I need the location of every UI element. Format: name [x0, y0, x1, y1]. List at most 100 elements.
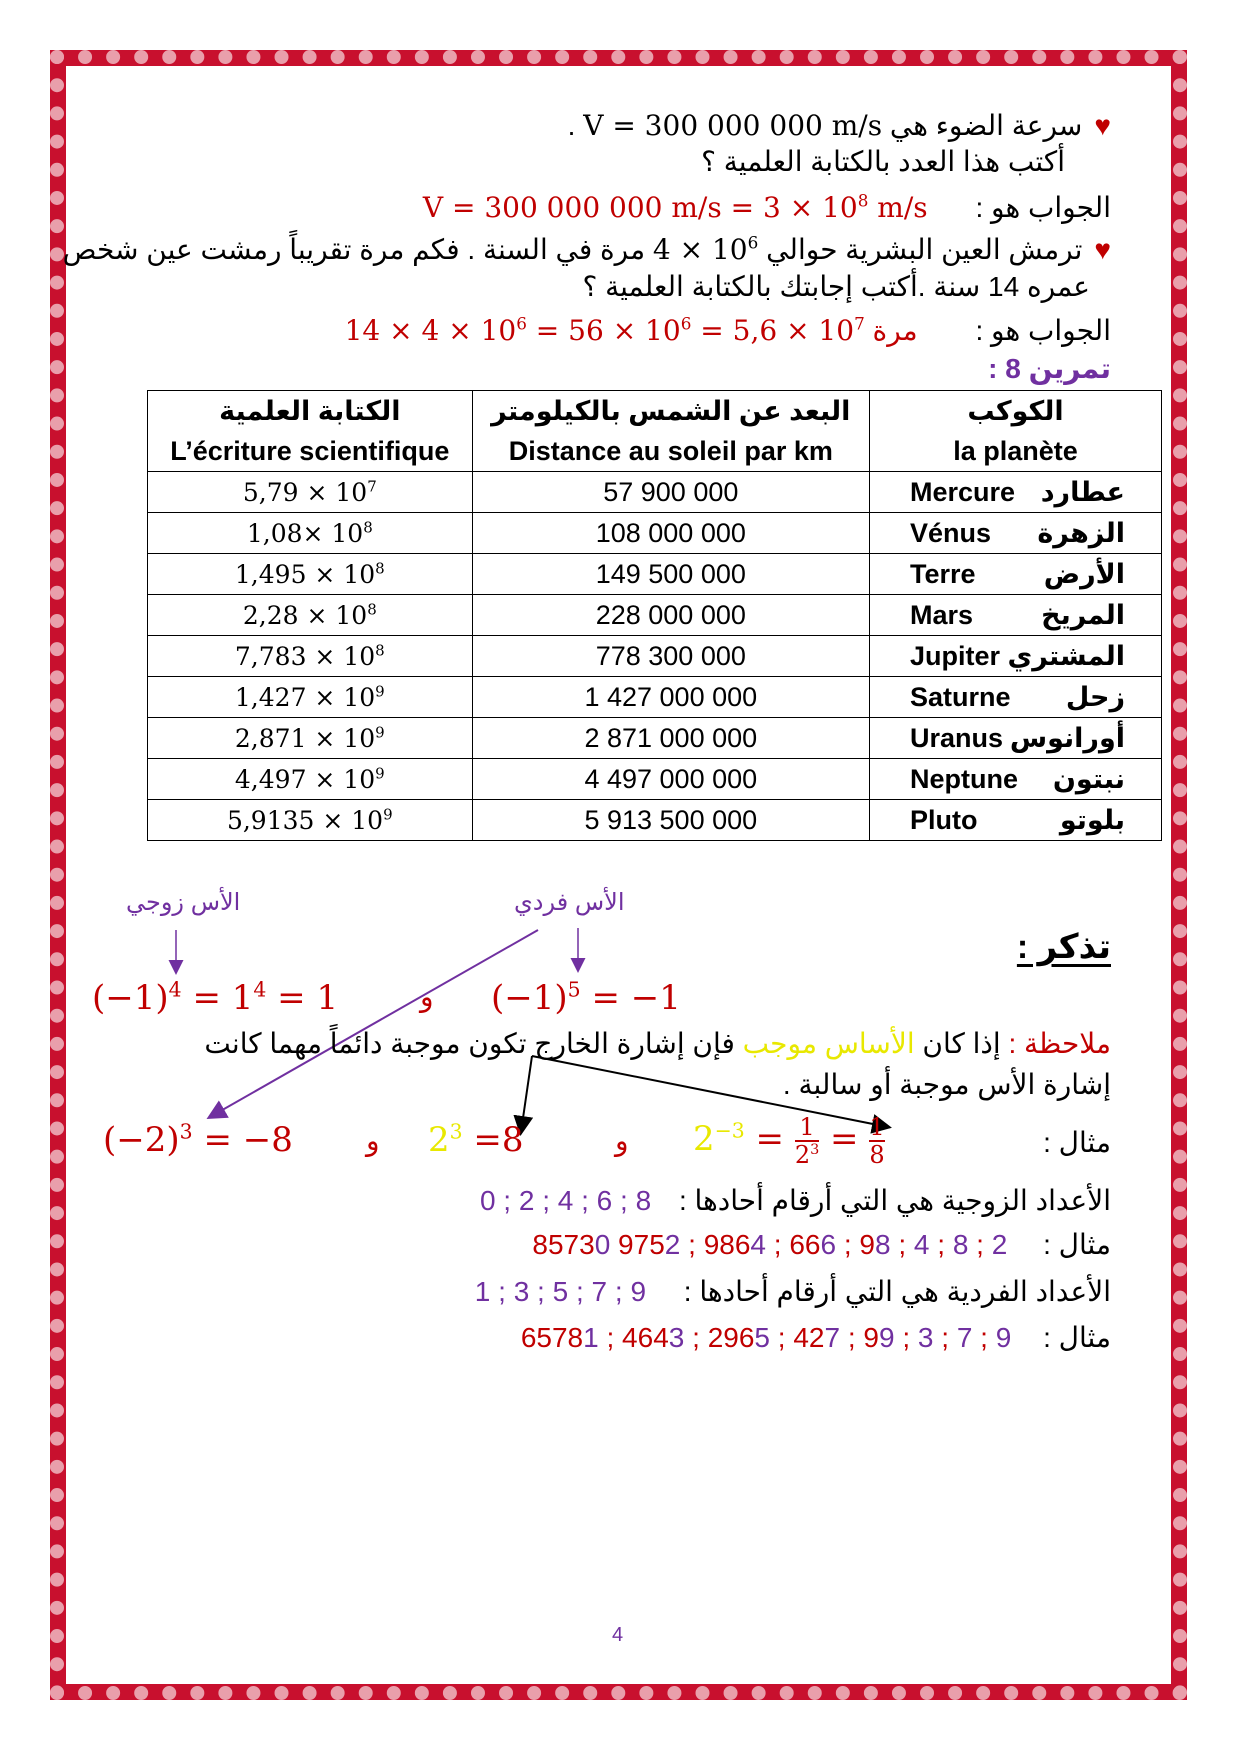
note-line-2: إشارة الأس موجبة أو سالبة . [782, 1069, 1111, 1100]
heart-icon: ♥ [1094, 110, 1111, 141]
separator: ; [684, 1322, 708, 1353]
cell-planet: Mercure عطارد [869, 471, 1162, 513]
example-number: 65781 [520, 1322, 599, 1353]
inner-border-line [64, 64, 1173, 1686]
planet-fr: Terre [910, 558, 976, 589]
cell-distance: 108 000 000 [471, 512, 871, 554]
header-dist-fr: Distance au soleil par km [471, 431, 871, 472]
label-odd-exponent: الأس فردي [514, 889, 625, 916]
planet-ar: أورانوس [1009, 722, 1125, 753]
even-digits: 0 ; 2 ; 4 ; 6 ; 8 [479, 1185, 652, 1216]
header-sci-fr: L’écriture scientifique [147, 431, 473, 472]
q2-text-b: مرة في السنة . فكم مرة تقريباً رمشت عين … [62, 234, 646, 265]
cell-distance: 778 300 000 [471, 635, 871, 677]
header-dist-ar: البعد عن الشمس بالكيلومتر [471, 390, 871, 431]
separator: ; [894, 1322, 918, 1353]
even-def-text: الأعداد الزوجية هي التي أرقام أحادها : [678, 1185, 1111, 1216]
table-row: 5,79 × 107 57 900 000 Mercure عطارد [147, 471, 1162, 513]
example-number: 427 [793, 1322, 841, 1353]
cell-distance: 5 913 500 000 [471, 799, 871, 841]
cell-planet: Jupiter المشتري [869, 635, 1162, 677]
planet-fr: Pluto [910, 804, 978, 835]
separator: ; [769, 1322, 794, 1353]
odd-example-list: 65781 ; 4643 ; 2965 ; 427 ; 99 ; 3 ; 7 ;… [521, 1322, 1012, 1353]
cell-distance: 4 497 000 000 [471, 758, 871, 800]
cell-planet: Pluto بلوتو [869, 799, 1162, 841]
example-label: مثال : [1043, 1322, 1111, 1353]
planet-fr: Neptune [910, 763, 1018, 794]
table-row: 1,08× 108 108 000 000 Vénus الزهرة [147, 512, 1162, 554]
question-1: ♥ سرعة الضوء هي V = 300 000 000 m/s . [568, 109, 1111, 143]
page-number: 4 [612, 1624, 624, 1646]
separator: ; [840, 1322, 864, 1353]
cell-distance: 57 900 000 [471, 471, 871, 513]
separator: ; [933, 1322, 957, 1353]
cell-planet: Vénus الزهرة [869, 512, 1162, 554]
separator: ; [598, 1322, 623, 1353]
cell-scientific: 2,871 × 109 [147, 717, 473, 759]
even-numbers-definition: الأعداد الزوجية هي التي أرقام أحادها : 0… [480, 1184, 1111, 1218]
answer-unit: مرة [872, 315, 918, 346]
planet-ar: الأرض [1043, 558, 1125, 589]
cell-scientific: 5,79 × 107 [147, 471, 473, 513]
example-number: 8 [952, 1229, 969, 1260]
example-negative-base: (−2)3 = −8 [103, 1119, 293, 1160]
odd-numbers-example: مثال : 65781 ; 4643 ; 2965 ; 427 ; 99 ; … [521, 1321, 1111, 1355]
q2-text-a: ترمش العين البشرية حوالي [766, 234, 1083, 265]
question-1-line2: أكتب هذا العدد بالكتابة العلمية ؟ [701, 146, 1065, 177]
example-number: 99 [863, 1322, 895, 1353]
answer-1: الجواب هو : V = 300 000 000 m/s = 3 × 10… [423, 191, 1111, 225]
arrow-to-2-cubed [513, 1055, 534, 1136]
separator: ; [890, 1229, 914, 1260]
example-number: 2965 [707, 1322, 770, 1353]
planet-ar: نبتون [1052, 763, 1125, 794]
question-2: ♥ ترمش العين البشرية حوالي 4 × 106 مرة في… [63, 233, 1111, 267]
note-label: ملاحظة : [1008, 1028, 1111, 1059]
odd-numbers-definition: الأعداد الفردية هي التي أرقام أحادها : 1… [475, 1275, 1111, 1309]
cell-planet: Mars المريخ [869, 594, 1162, 636]
planet-fr: Vénus [910, 517, 992, 548]
cell-scientific: 5,9135 × 109 [147, 799, 473, 841]
example-label: مثال : [1043, 1229, 1111, 1260]
planet-ar: المشتري [1007, 640, 1125, 671]
planet-fr: Mars [910, 599, 974, 630]
odd-def-text: الأعداد الفردية هي التي أرقام أحادها : [683, 1276, 1111, 1307]
q1-period: . [567, 110, 576, 141]
cell-scientific: 4,497 × 109 [147, 758, 473, 800]
planet-ar: بلوتو [1059, 804, 1125, 835]
equation-odd-exponent: (−1)5 = −1 [491, 977, 681, 1018]
planet-fr: Saturne [910, 681, 1011, 712]
cell-distance: 2 871 000 000 [471, 717, 871, 759]
separator: ; [929, 1229, 953, 1260]
example-number: 9 [995, 1322, 1012, 1353]
cell-scientific: 1,427 × 109 [147, 676, 473, 718]
separator: ; [680, 1229, 704, 1260]
even-numbers-example: مثال : 85730 9752 ; 9864 ; 666 ; 98 ; 4 … [532, 1228, 1111, 1262]
q2-formula: 4 × 106 [652, 232, 759, 266]
note-highlight: الأساس موجب [742, 1028, 915, 1059]
heart-icon: ♥ [1094, 234, 1111, 265]
example-number: 7 [956, 1322, 973, 1353]
example-positive-exponent: 23 =8 [428, 1119, 524, 1160]
label-even-exponent: الأس زوجي [126, 889, 241, 916]
q1-text: سرعة الضوء هي [889, 110, 1083, 141]
separator: ; [836, 1229, 860, 1260]
example-number: 85730 [532, 1229, 611, 1260]
table-row: 1,427 × 109 1 427 000 000 Saturne زحل [147, 676, 1162, 718]
planet-ar: الزهرة [1037, 517, 1125, 548]
header-planet-fr: la planète [869, 431, 1162, 472]
note-line-1: ملاحظة : إذا كان الأساس موجب فإن إشارة ا… [204, 1027, 1111, 1061]
planet-ar: المريخ [1041, 599, 1125, 630]
table-row: 2,28 × 108 228 000 000 Mars المريخ [147, 594, 1162, 636]
planet-ar: عطارد [1040, 476, 1125, 507]
and-connector: و [420, 981, 434, 1012]
separator: ; [765, 1229, 790, 1260]
example-number: 4643 [622, 1322, 685, 1353]
even-example-list: 85730 9752 ; 9864 ; 666 ; 98 ; 4 ; 8 ; 2 [532, 1229, 1007, 1260]
planets-table: الكتابة العلمية البعد عن الشمس بالكيلومت… [147, 390, 1162, 841]
separator: ; [968, 1229, 992, 1260]
example-number: 9864 [703, 1229, 766, 1260]
